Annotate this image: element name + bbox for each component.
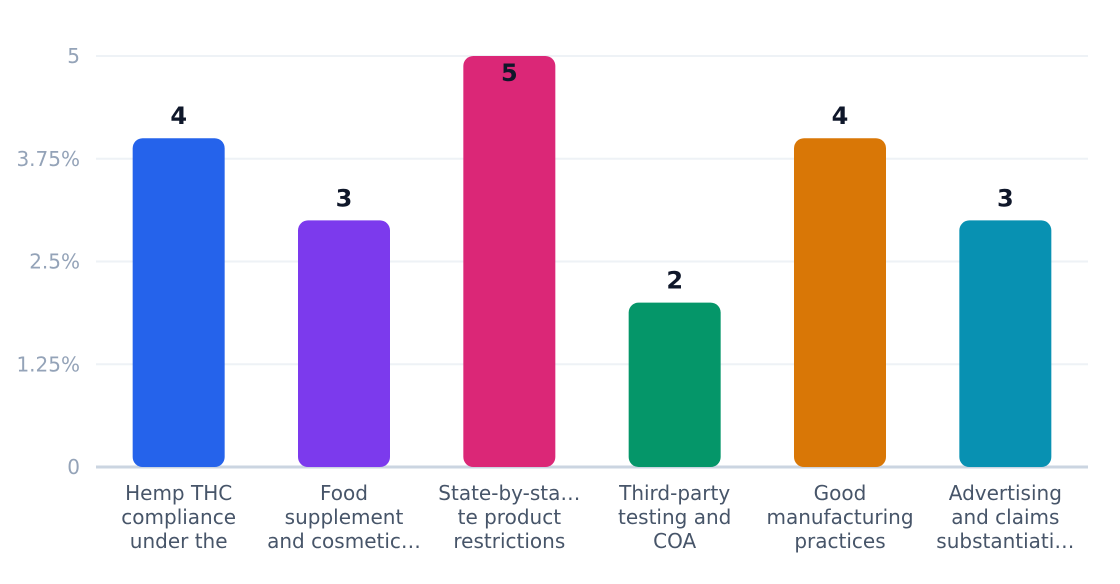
category-label-line: manufacturing	[766, 505, 913, 529]
y-tick-label: 0	[67, 455, 80, 479]
data-label: 4	[832, 102, 849, 130]
y-axis-ticks: 0 1.25% 2.5% 3.75% 5	[16, 44, 80, 479]
category-label-line: Good	[814, 481, 867, 505]
category-label: Good manufacturing practices	[766, 481, 913, 553]
bar	[794, 138, 886, 467]
category-label-line: testing and	[618, 505, 731, 529]
y-tick-label: 2.5%	[29, 250, 80, 274]
category-label-line: COA	[653, 529, 696, 553]
category-label: Hemp THC compliance under the	[121, 481, 236, 553]
data-label: 5	[501, 59, 518, 87]
bar	[132, 138, 225, 467]
bar	[628, 302, 721, 467]
category-label-line: and cosmetic…	[267, 529, 421, 553]
category-label-line: restrictions	[453, 529, 565, 553]
category-label-line: Third-party	[618, 481, 730, 505]
category-label-line: State-by-sta…	[438, 481, 580, 505]
data-label: 3	[997, 184, 1014, 212]
bar	[463, 56, 556, 467]
data-label: 2	[666, 267, 683, 295]
category-label-line: te product	[458, 505, 562, 529]
grid-lines	[96, 55, 1088, 366]
bar	[298, 220, 390, 467]
bar	[959, 220, 1052, 467]
y-tick-label: 5	[67, 44, 80, 68]
category-label-line: practices	[794, 529, 885, 553]
category-label: State-by-sta… te product restrictions	[438, 481, 580, 553]
data-label: 3	[336, 184, 353, 212]
category-label-line: Advertising	[949, 481, 1062, 505]
category-label-line: Food	[320, 481, 368, 505]
category-label-line: compliance	[121, 505, 236, 529]
data-labels: 4 3 5 2 4 3	[170, 59, 1013, 295]
y-tick-label: 3.75%	[16, 147, 80, 171]
category-label-line: Hemp THC	[125, 481, 232, 505]
bars	[132, 56, 1052, 467]
category-label-line: supplement	[285, 505, 404, 529]
y-tick-label: 1.25%	[16, 352, 80, 376]
category-label-line: under the	[130, 529, 228, 553]
x-axis-categories: Hemp THC compliance under the Food supplemen…	[121, 481, 1074, 553]
category-label-line: substantiati…	[936, 529, 1074, 553]
category-label-line: and claims	[951, 505, 1059, 529]
category-label: Food supplement and cosmetic…	[267, 481, 421, 553]
category-label: Advertising and claims substantiati…	[936, 481, 1074, 553]
category-label: Third-party testing and COA	[618, 481, 731, 553]
data-label: 4	[170, 102, 187, 130]
